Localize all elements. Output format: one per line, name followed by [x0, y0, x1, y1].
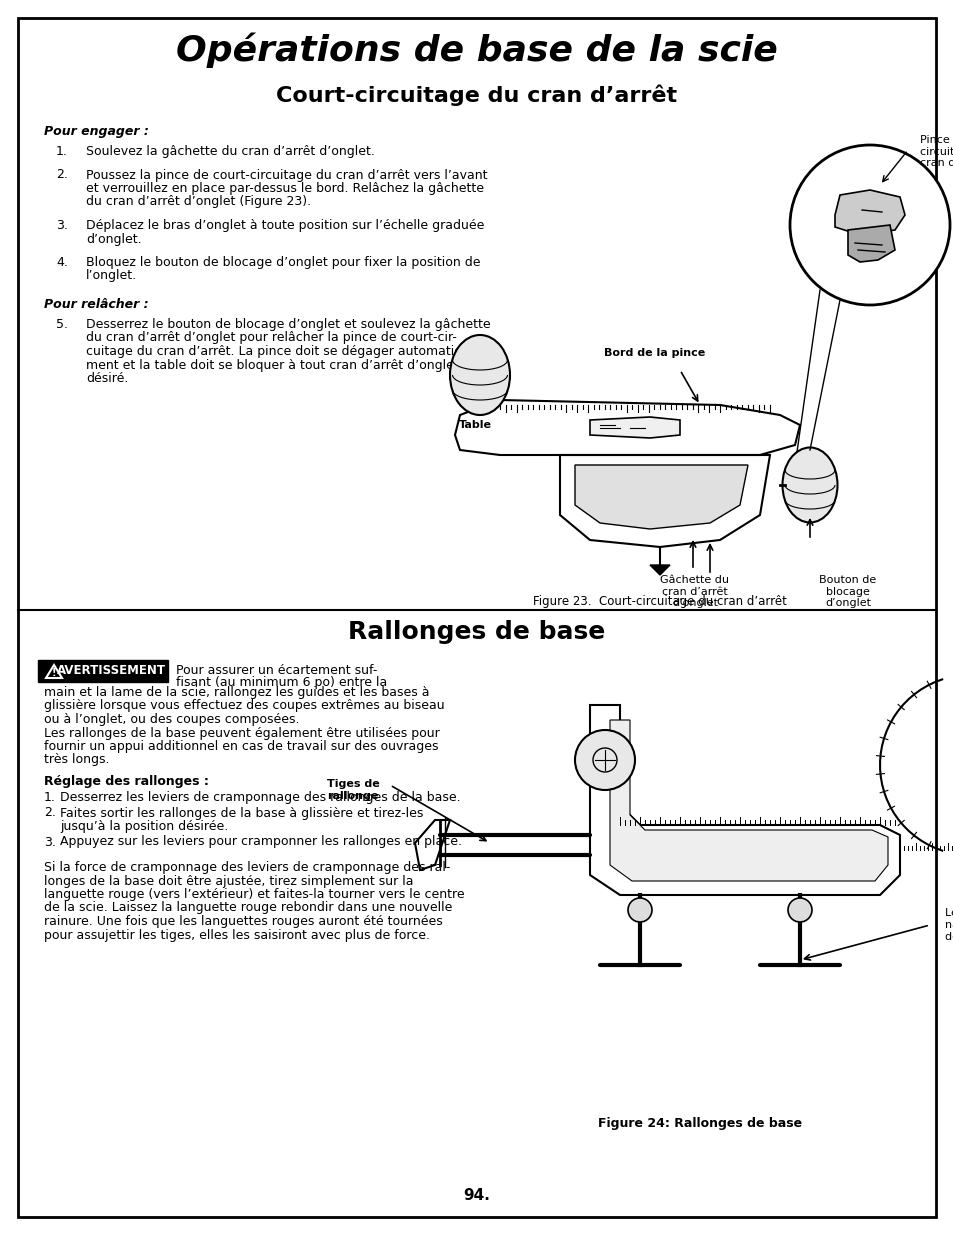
Text: très longs.: très longs.	[44, 753, 110, 767]
Text: Pince de court-
circuitage du
cran d’arrêt: Pince de court- circuitage du cran d’arr…	[919, 135, 953, 168]
Circle shape	[575, 730, 635, 790]
Text: Déplacez le bras d’onglet à toute position sur l’échelle graduée: Déplacez le bras d’onglet à toute positi…	[86, 219, 484, 232]
Circle shape	[789, 144, 949, 305]
Text: Bouton de
blocage
d’onglet: Bouton de blocage d’onglet	[819, 576, 876, 608]
Text: Réglage des rallonges :: Réglage des rallonges :	[44, 776, 209, 788]
Text: !: !	[51, 668, 56, 678]
Text: rainure. Une fois que les languettes rouges auront été tournées: rainure. Une fois que les languettes rou…	[44, 915, 442, 927]
Text: Bloquez le bouton de blocage d’onglet pour fixer la position de: Bloquez le bouton de blocage d’onglet po…	[86, 256, 480, 269]
Text: 3.: 3.	[56, 219, 68, 232]
Text: 1.: 1.	[56, 144, 68, 158]
Text: désiré.: désiré.	[86, 372, 129, 385]
Text: l’onglet.: l’onglet.	[86, 269, 137, 283]
Text: 94.: 94.	[463, 1188, 490, 1203]
Text: Poussez la pince de court-circuitage du cran d’arrêt vers l’avant: Poussez la pince de court-circuitage du …	[86, 168, 487, 182]
Circle shape	[627, 898, 651, 923]
Text: Gâchette du
cran d’arrêt
d’onglet: Gâchette du cran d’arrêt d’onglet	[659, 576, 729, 608]
Text: Faites sortir les rallonges de la base à glissière et tirez-les: Faites sortir les rallonges de la base à…	[60, 806, 423, 820]
Polygon shape	[847, 225, 894, 262]
Text: Rallonges de base: Rallonges de base	[348, 620, 605, 643]
Text: Les rallonges de la base peuvent également être utilisées pour: Les rallonges de la base peuvent égaleme…	[44, 726, 439, 740]
Text: glissière lorsque vous effectuez des coupes extrêmes au biseau: glissière lorsque vous effectuez des cou…	[44, 699, 444, 713]
Ellipse shape	[781, 447, 837, 522]
Text: Si la force de cramponnage des leviers de cramponnage des ral-: Si la force de cramponnage des leviers d…	[44, 861, 450, 874]
Text: pour assujettir les tiges, elles les saisiront avec plus de force.: pour assujettir les tiges, elles les sai…	[44, 929, 430, 941]
Polygon shape	[575, 466, 747, 529]
Text: Table: Table	[458, 420, 491, 430]
Text: main et la lame de la scie, rallongez les guides et les bases à: main et la lame de la scie, rallongez le…	[44, 685, 429, 699]
Text: 2.: 2.	[44, 806, 56, 820]
Text: 3.: 3.	[44, 836, 56, 848]
Polygon shape	[649, 564, 669, 576]
Text: 5.: 5.	[56, 317, 68, 331]
Text: 1.: 1.	[44, 790, 56, 804]
Text: de la scie. Laissez la languette rouge rebondir dans une nouvelle: de la scie. Laissez la languette rouge r…	[44, 902, 452, 914]
Text: Court-circuitage du cran d’arrêt: Court-circuitage du cran d’arrêt	[276, 84, 677, 106]
Text: Pour assurer un écartement suf-: Pour assurer un écartement suf-	[175, 664, 377, 677]
Text: du cran d’arrêt d’onglet pour relâcher la pince de court-cir-: du cran d’arrêt d’onglet pour relâcher l…	[86, 331, 456, 345]
Polygon shape	[589, 417, 679, 438]
Text: Soulevez la gâchette du cran d’arrêt d’onglet.: Soulevez la gâchette du cran d’arrêt d’o…	[86, 144, 375, 158]
Text: cuitage du cran d’arrêt. La pince doit se dégager automatique-: cuitage du cran d’arrêt. La pince doit s…	[86, 345, 482, 358]
Text: languette rouge (vers l’extérieur) et faites-la tourner vers le centre: languette rouge (vers l’extérieur) et fa…	[44, 888, 464, 902]
Text: Pour relâcher :: Pour relâcher :	[44, 298, 149, 311]
Text: Tiges de
rallonge: Tiges de rallonge	[327, 779, 379, 800]
Text: 2.: 2.	[56, 168, 68, 182]
Text: Pour engager :: Pour engager :	[44, 125, 149, 138]
Text: Appuyez sur les leviers pour cramponner les rallonges en place.: Appuyez sur les leviers pour cramponner …	[60, 836, 461, 848]
Text: et verrouillez en place par-dessus le bord. Relâchez la gâchette: et verrouillez en place par-dessus le bo…	[86, 182, 483, 195]
Bar	[38, 659, 168, 682]
Text: jusqu’à la position désirée.: jusqu’à la position désirée.	[60, 820, 228, 832]
Text: ou à l’onglet, ou des coupes composées.: ou à l’onglet, ou des coupes composées.	[44, 713, 299, 726]
Text: Figure 24: Rallonges de base: Figure 24: Rallonges de base	[598, 1116, 801, 1130]
Circle shape	[787, 898, 811, 923]
Text: d’onglet.: d’onglet.	[86, 232, 141, 246]
Text: fournir un appui additionnel en cas de travail sur des ouvrages: fournir un appui additionnel en cas de t…	[44, 740, 438, 753]
Text: Figure 23.  Court-circuitage du cran d’arrêt: Figure 23. Court-circuitage du cran d’ar…	[533, 595, 786, 608]
Text: Leviers de crampon-
nage des rallonges
de la base: Leviers de crampon- nage des rallonges d…	[944, 909, 953, 941]
Text: longes de la base doit être ajustée, tirez simplement sur la: longes de la base doit être ajustée, tir…	[44, 874, 413, 888]
Polygon shape	[609, 720, 887, 881]
Ellipse shape	[450, 335, 510, 415]
Text: Desserrez le bouton de blocage d’onglet et soulevez la gâchette: Desserrez le bouton de blocage d’onglet …	[86, 317, 490, 331]
Text: Opérations de base de la scie: Opérations de base de la scie	[176, 32, 777, 68]
Text: ment et la table doit se bloquer à tout cran d’arrêt d’onglet: ment et la table doit se bloquer à tout …	[86, 358, 458, 372]
Polygon shape	[834, 190, 904, 235]
Text: AVERTISSEMENT: AVERTISSEMENT	[56, 664, 165, 678]
Text: du cran d’arrêt d’onglet (Figure 23).: du cran d’arrêt d’onglet (Figure 23).	[86, 195, 311, 209]
Text: fisant (au minimum 6 po) entre la: fisant (au minimum 6 po) entre la	[175, 676, 387, 689]
Text: Bord de la pince: Bord de la pince	[604, 348, 705, 358]
Text: 4.: 4.	[56, 256, 68, 269]
Text: Desserrez les leviers de cramponnage des rallonges de la base.: Desserrez les leviers de cramponnage des…	[60, 790, 460, 804]
